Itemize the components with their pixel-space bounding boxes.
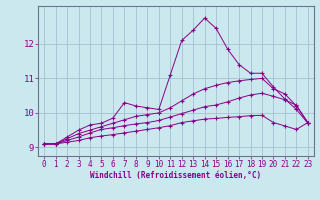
X-axis label: Windchill (Refroidissement éolien,°C): Windchill (Refroidissement éolien,°C) <box>91 171 261 180</box>
